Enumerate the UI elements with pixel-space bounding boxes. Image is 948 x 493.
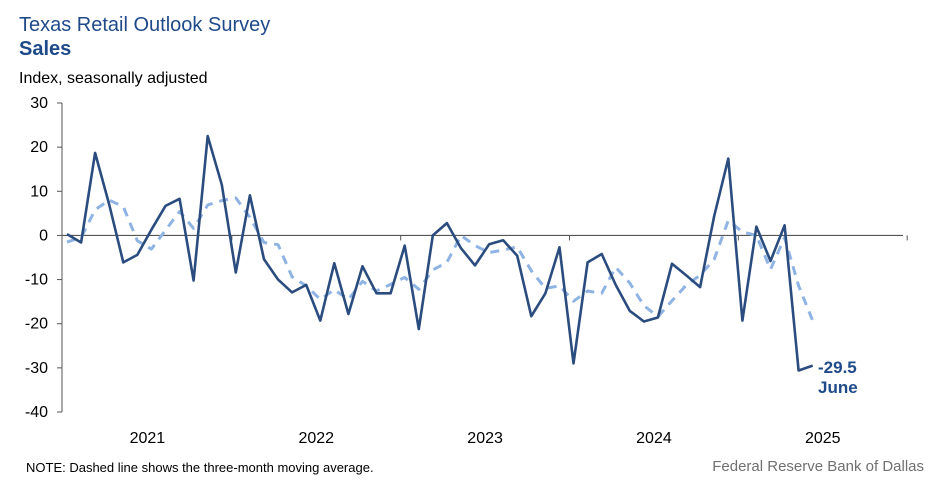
y-axis-label: Index, seasonally adjusted — [19, 70, 208, 87]
x-tick-label: 2022 — [298, 430, 334, 447]
x-tick-label: 2024 — [636, 430, 672, 447]
y-tick-label: 20 — [30, 139, 48, 156]
x-tick-label: 2021 — [130, 430, 166, 447]
moving-average-line — [66, 196, 815, 322]
annotation-value: -29.5 — [818, 358, 857, 377]
y-tick-label: 10 — [30, 183, 48, 200]
y-tick-label: 30 — [30, 95, 48, 112]
x-tick-label: 2023 — [467, 430, 503, 447]
sales-index-line — [66, 134, 814, 372]
y-tick-label: -20 — [25, 316, 48, 333]
y-tick-label: -40 — [25, 404, 48, 421]
y-tick-label: 0 — [39, 227, 48, 244]
source-credit: Federal Reserve Bank of Dallas — [712, 458, 924, 475]
chart-title: Texas Retail Outlook Survey — [19, 14, 271, 36]
annotation-label: June — [818, 378, 858, 397]
chart-subtitle: Sales — [19, 38, 72, 60]
chart-note: NOTE: Dashed line shows the three-month … — [26, 460, 374, 475]
x-tick-label: 2025 — [805, 430, 841, 447]
y-tick-label: -30 — [25, 360, 48, 377]
y-tick-label: -10 — [25, 272, 48, 289]
